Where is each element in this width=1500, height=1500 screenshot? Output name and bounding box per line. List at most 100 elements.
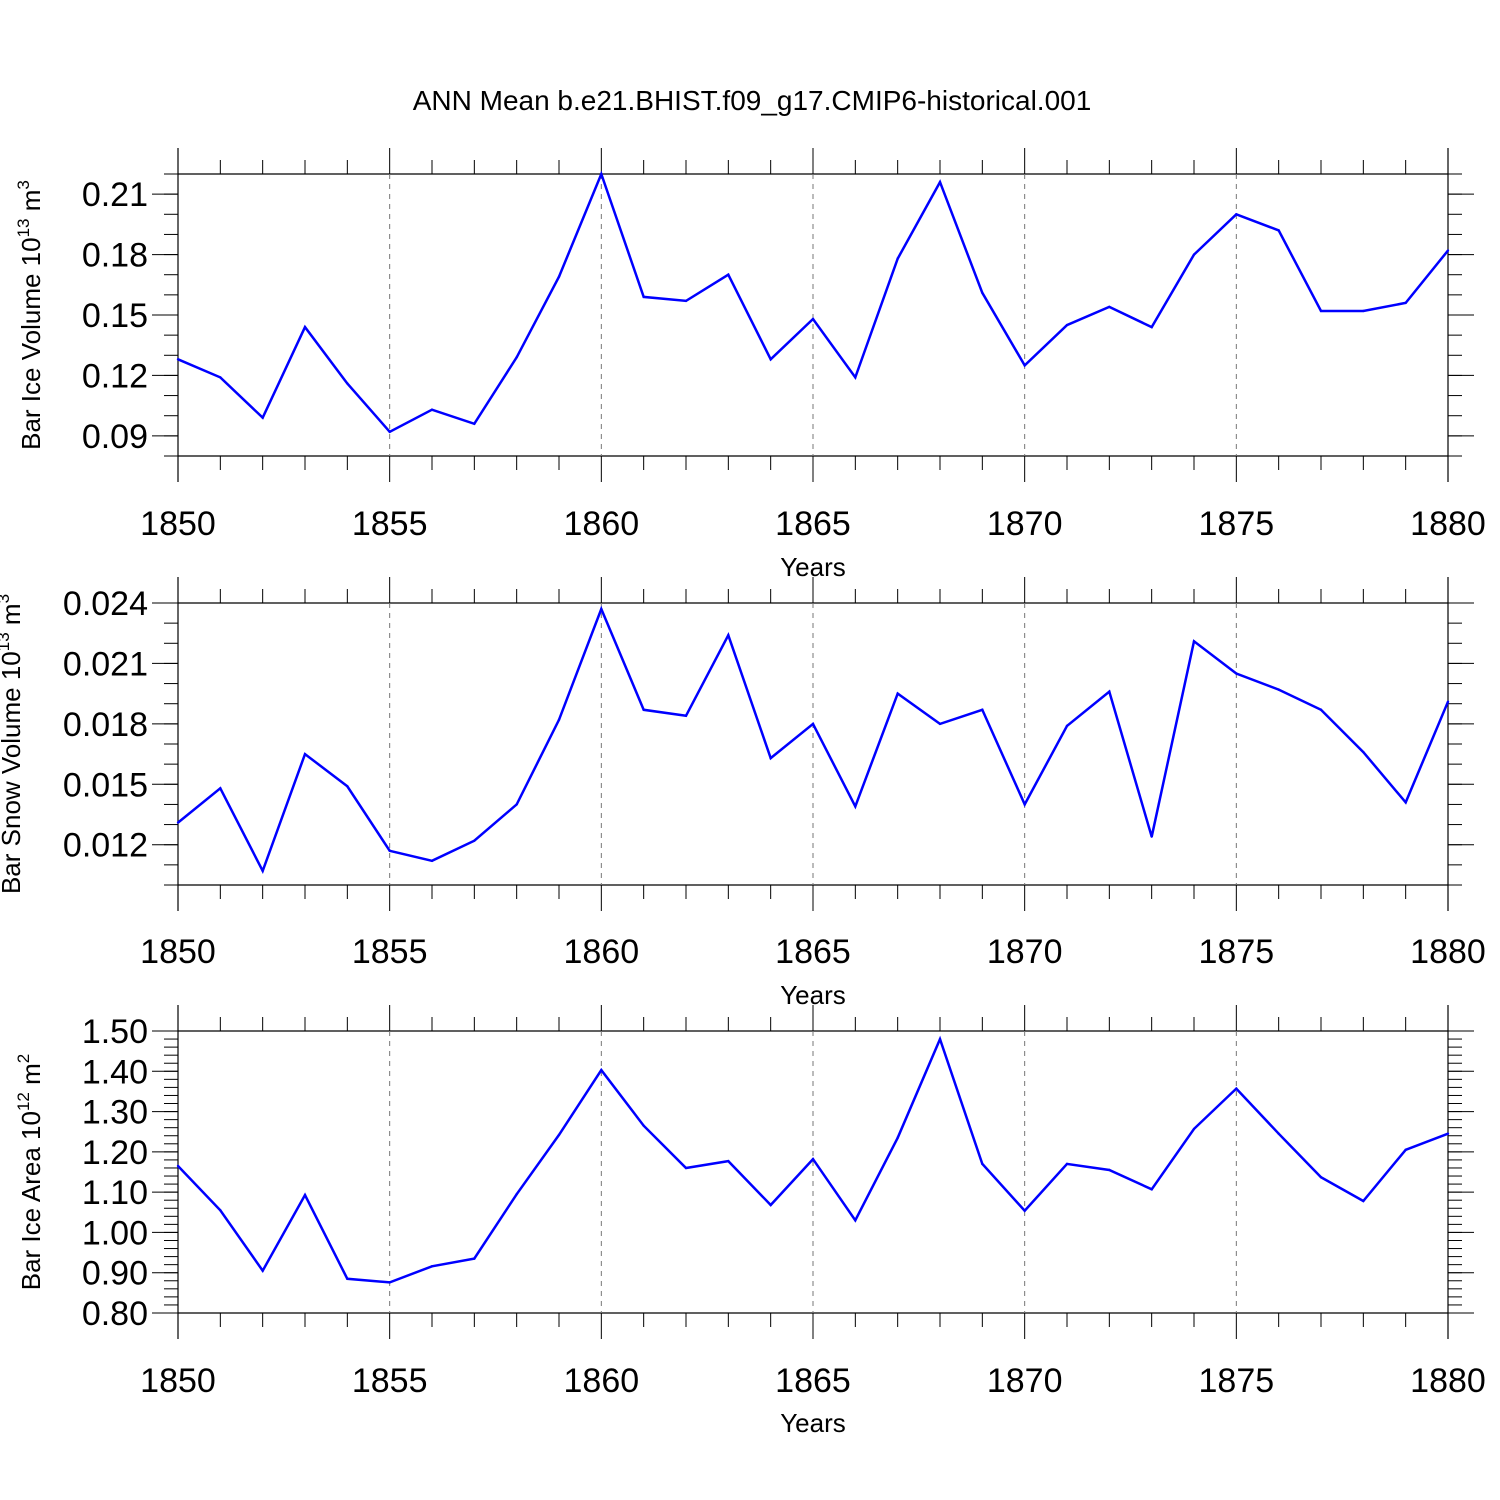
data-point (896, 257, 899, 260)
data-point (769, 358, 772, 361)
data-point (1065, 1162, 1069, 1166)
data-point (219, 1209, 222, 1212)
data-point (557, 1133, 561, 1137)
y-tick-label: 1.40 (82, 1053, 148, 1091)
data-point (1150, 325, 1153, 329)
data-point (473, 839, 476, 842)
data-point (261, 416, 264, 419)
y-tick-label: 1.30 (82, 1094, 148, 1132)
data-point (1319, 708, 1323, 711)
data-point (684, 299, 688, 303)
data-point (176, 1164, 180, 1168)
data-point (430, 408, 434, 411)
data-point (1108, 1168, 1111, 1172)
data-point (1446, 249, 1450, 252)
data-point (346, 382, 349, 385)
data-point (938, 722, 942, 726)
x-tick-label: 1855 (352, 933, 428, 971)
data-point (896, 692, 899, 695)
data-point (981, 291, 984, 295)
data-point (642, 708, 645, 711)
data-point (473, 1257, 476, 1260)
data-point (1404, 801, 1407, 804)
data-point (303, 325, 307, 329)
data-point (769, 1203, 772, 1207)
y-tick-label: 0.80 (82, 1295, 148, 1333)
data-point (1192, 253, 1196, 256)
x-tick-label: 1850 (140, 505, 216, 543)
data-point (1023, 1209, 1026, 1212)
y-axis-title-unit-exponent: 2 (14, 1054, 33, 1063)
data-point (684, 714, 688, 717)
data-point (1277, 1132, 1280, 1135)
data-point (1277, 229, 1280, 232)
y-tick-label: 0.015 (63, 766, 148, 804)
data-point (388, 1281, 391, 1284)
y-tick-label: 0.012 (63, 827, 148, 865)
x-tick-label: 1880 (1410, 505, 1486, 543)
y-axis-title-exponent: 13 (14, 218, 33, 237)
data-point (557, 718, 561, 722)
data-point (1065, 724, 1069, 728)
data-point (1108, 690, 1111, 693)
y-tick-label: 0.12 (82, 357, 148, 395)
data-point (600, 172, 603, 176)
data-point (1404, 301, 1407, 305)
y-tick-label: 0.024 (63, 585, 148, 623)
data-point (981, 1162, 984, 1166)
x-tick-label: 1850 (140, 933, 216, 971)
data-point (303, 1193, 307, 1197)
data-point (1065, 323, 1069, 327)
y-axis-title-exponent: 12 (14, 1092, 33, 1111)
data-point (261, 869, 264, 873)
data-point (727, 273, 730, 276)
y-axis-title-unit: m (16, 1063, 46, 1092)
data-point (1023, 364, 1026, 367)
y-axis-title-text: Bar Snow Volume 10 (0, 651, 26, 894)
data-point (388, 849, 391, 852)
data-point (727, 1159, 730, 1163)
data-point (1446, 1132, 1450, 1135)
x-tick-label: 1850 (140, 1362, 216, 1400)
series-line (177, 605, 1450, 875)
y-axis-title-unit: m (16, 190, 46, 219)
x-tick-label: 1870 (987, 1362, 1063, 1400)
y-axis-title-unit-exponent: 3 (14, 180, 33, 189)
data-point (1362, 750, 1365, 754)
x-axis-title: Years (780, 1408, 846, 1438)
data-point (176, 821, 180, 824)
y-tick-label: 0.018 (63, 706, 148, 744)
data-point (769, 756, 772, 760)
x-tick-label: 1860 (564, 933, 640, 971)
y-tick-label: 0.021 (63, 645, 148, 683)
data-point (854, 805, 857, 808)
data-point (388, 430, 391, 434)
y-tick-label: 1.00 (82, 1214, 148, 1252)
data-point (811, 722, 815, 726)
y-tick-label: 1.50 (82, 1013, 148, 1051)
data-point (642, 295, 645, 299)
data-point (219, 376, 222, 379)
y-axis-title-text: Bar Ice Volume 10 (16, 237, 46, 449)
y-axis-title: Bar Snow Volume 1013 m3 (0, 594, 26, 894)
x-tick-label: 1875 (1199, 933, 1275, 971)
data-point (600, 1068, 603, 1072)
data-point (430, 859, 434, 863)
data-point (303, 752, 307, 756)
series-line (177, 170, 1449, 434)
data-point (1362, 1199, 1365, 1203)
data-point (1362, 309, 1365, 313)
data-point (515, 803, 518, 806)
data-point (346, 1277, 349, 1280)
y-tick-label: 1.20 (82, 1134, 148, 1172)
y-axis-title: Bar Ice Area 1012 m2 (14, 1054, 46, 1291)
panels: 0.09 0.12 0.15 0.18 0.21 1850 1855 1860 1865 1870… (0, 148, 1486, 1438)
data-point (1404, 1148, 1407, 1152)
y-axis-title-text: Bar Ice Area 10 (16, 1111, 46, 1290)
data-point (938, 1037, 942, 1041)
x-tick-label: 1875 (1199, 505, 1275, 543)
x-tick-label: 1855 (352, 505, 428, 543)
data-point (557, 275, 561, 278)
data-point (346, 785, 349, 788)
data-point (1319, 309, 1323, 313)
